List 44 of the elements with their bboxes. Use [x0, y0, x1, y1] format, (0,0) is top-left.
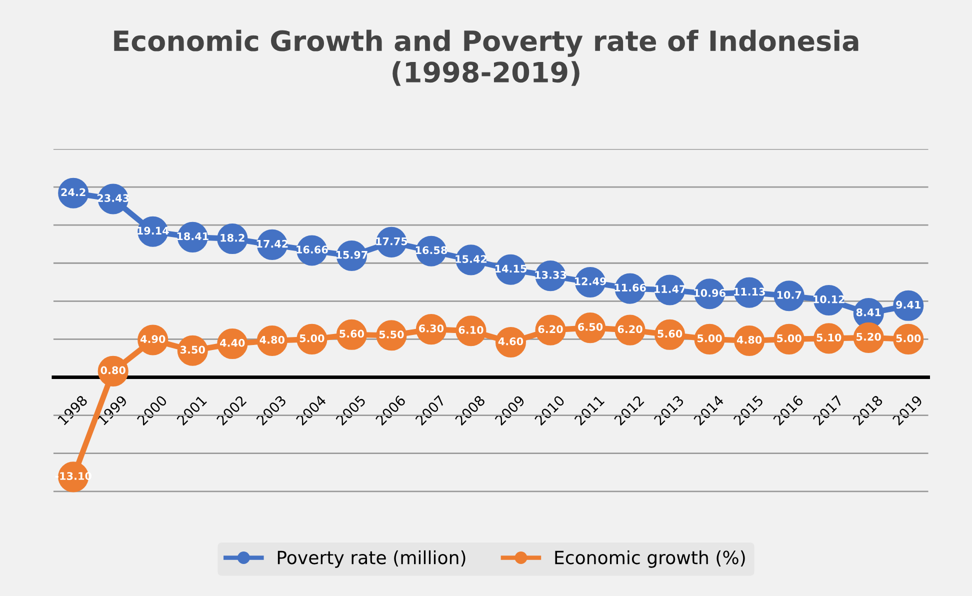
data-label: 5.00: [777, 334, 802, 342]
data-label: 6.10: [458, 326, 484, 334]
legend-label: Economic growth (%): [555, 550, 745, 568]
data-label: 5.10: [816, 334, 842, 342]
data-label: 16.66: [296, 246, 328, 254]
data-label: 11.66: [614, 284, 646, 292]
data-label: 6.50: [578, 322, 603, 331]
data-label: 24.2: [61, 188, 86, 196]
data-label: 17.42: [256, 240, 288, 248]
data-label: 13.33: [535, 270, 566, 279]
data-label: 5.00: [896, 334, 921, 342]
data-label: 11.13: [734, 288, 765, 296]
data-label: 5.60: [340, 330, 364, 338]
data-label: 18.41: [177, 232, 208, 240]
data-label: 5.50: [379, 330, 404, 338]
data-label: 5.60: [658, 330, 682, 338]
data-label: 17.75: [376, 237, 408, 246]
data-label: 8.41: [856, 308, 881, 316]
data-label: 4.60: [498, 337, 524, 346]
data-label: 9.41: [896, 300, 921, 309]
data-label: 4.40: [220, 338, 245, 347]
data-label: 6.20: [618, 325, 642, 334]
data-label: 5.00: [300, 334, 324, 342]
data-label: 14.15: [495, 264, 526, 273]
data-label: 5.20: [856, 332, 881, 341]
data-label: 11.47: [654, 285, 686, 293]
data-label: 4.80: [736, 336, 762, 344]
data-label: 10.12: [814, 295, 844, 304]
data-label: 10.96: [694, 289, 726, 297]
legend-label: Poverty rate (million): [278, 550, 466, 568]
data-label: 15.97: [336, 250, 368, 259]
data-label: 4.80: [260, 336, 285, 344]
data-label: 19.14: [138, 226, 169, 235]
chart-title: Economic Growth and Poverty rate of Indonesia (1998-2019): [114, 30, 858, 86]
data-label: 18.2: [220, 234, 244, 242]
data-label: 3.50: [180, 346, 205, 354]
data-label: 0.80: [100, 366, 126, 374]
data-label: 6.30: [419, 324, 444, 332]
data-label: 12.49: [574, 277, 606, 286]
data-label: 15.42: [456, 255, 487, 263]
data-label: 6.20: [538, 325, 563, 334]
data-label: 10.7: [777, 290, 802, 299]
data-label: 4.90: [140, 335, 166, 343]
data-label: 5.00: [698, 334, 722, 342]
